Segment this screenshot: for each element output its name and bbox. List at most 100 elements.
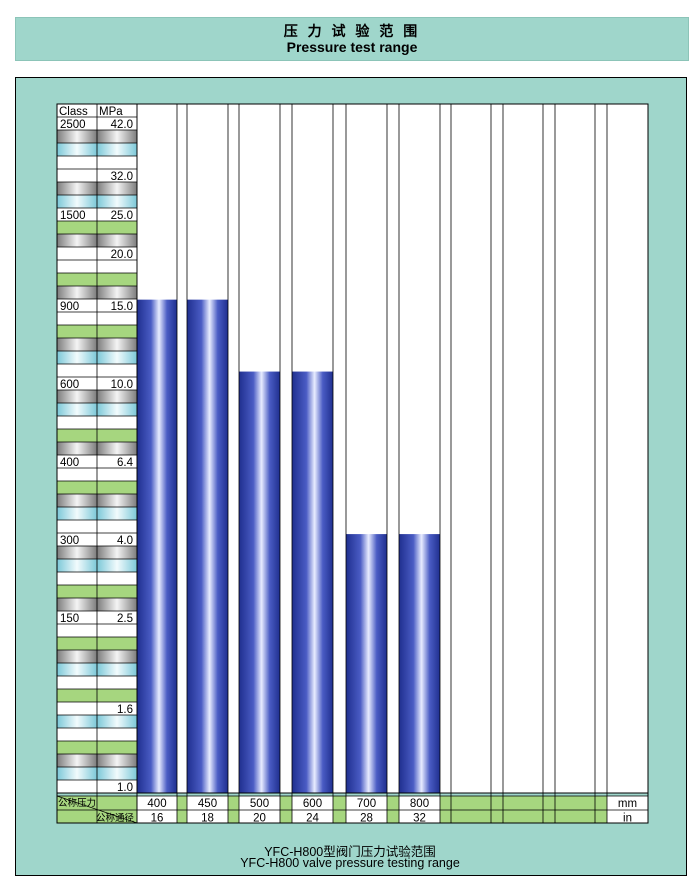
tick-label-in: 18 [201,813,214,825]
title-chinese: 压 力 试 验 范 围 [283,23,421,39]
scale-cell [97,117,137,130]
scale-cell [57,429,97,442]
scale-cell [57,780,97,793]
scale-cell [97,208,137,221]
scale-cell [97,416,137,429]
tick-label-mm: 600 [303,798,322,810]
mm-cell [346,796,387,810]
scale-cell [57,572,97,585]
scale-cell [97,169,137,182]
scale-cell [97,481,137,494]
unit-in: in [623,813,632,825]
scale-cell [57,351,97,364]
scale-cell [97,377,137,390]
scale-cell [57,234,97,247]
in-cell [187,810,228,823]
scale-cell [57,455,97,468]
bar-800 [399,534,440,793]
scale-cell [57,260,97,273]
scale-cell [57,520,97,533]
scale-cell [57,481,97,494]
scale-cell [97,325,137,338]
scale-cell [97,533,137,546]
scale-cell [57,650,97,663]
scale-cell [57,598,97,611]
scale-class-label: 900 [60,301,79,313]
scale-cell [57,312,97,325]
scale-cell [97,156,137,169]
scale-cell [97,429,137,442]
scale-class-label: 400 [60,457,79,469]
scale-class-label: 2500 [60,119,86,131]
scale-cell [57,325,97,338]
scale-cell [97,286,137,299]
scale-cell [97,182,137,195]
scale-cell [97,767,137,780]
scale-cell [97,221,137,234]
in-cell [239,810,280,823]
scale-mpa-label: 10.0 [111,379,133,391]
bar-700 [346,534,387,793]
scale-mpa-label: 42.0 [111,119,133,131]
scale-cell [97,455,137,468]
scale-cell [97,650,137,663]
row-label-diagonal [56,795,138,824]
scale-cell [97,611,137,624]
bar-600 [292,371,333,793]
in-cell [137,810,177,823]
row-label-diameter: 公称通径 [96,812,135,824]
scale-cell [57,286,97,299]
scale-cell [57,702,97,715]
scale-cell [57,195,97,208]
scale-cell [57,585,97,598]
scale-cell [97,234,137,247]
row-label-pressure: 公称压力 [58,797,96,809]
scale-cell [97,624,137,637]
scale-cell [97,130,137,143]
caption-chinese: YFC-H800型阀门压力试验范围 [264,845,436,859]
scale-mpa-label: 1.6 [117,704,133,716]
tick-label-in: 20 [253,813,266,825]
scale-cell [97,507,137,520]
scale-cell [97,585,137,598]
scale-cell [57,182,97,195]
scale-cell [57,117,97,130]
scale-cell [97,338,137,351]
scale-header-mpa: MPa [99,106,123,118]
scale-cell [57,273,97,286]
scale-mpa-label: 25.0 [111,210,133,222]
scale-mpa-label: 2.5 [117,613,133,625]
scale-cell [57,364,97,377]
scale-cell [57,533,97,546]
scale-cell [57,104,97,117]
scale-cell [97,702,137,715]
scale-cell [97,195,137,208]
scale-cell [97,728,137,741]
scale-cell [57,663,97,676]
bar-450 [187,299,228,793]
scale-cell [57,611,97,624]
scale-cell [97,104,137,117]
mm-cell [292,796,333,810]
scale-cell [57,169,97,182]
scale-cell [57,728,97,741]
scale-class-label: 1500 [60,210,86,222]
tick-label-in: 28 [360,813,373,825]
tick-label-mm: 800 [410,798,429,810]
scale-cell [97,390,137,403]
scale-cell [57,559,97,572]
scale-cell [57,754,97,767]
unit-mm: mm [618,798,637,810]
scale-mpa-label: 20.0 [111,249,133,261]
scale-cell [97,520,137,533]
scale-cell [97,403,137,416]
title-banner: 压 力 试 验 范 围 Pressure test range [15,17,689,61]
chart-border [56,103,649,824]
scale-cell [97,741,137,754]
caption-english: YFC-H800 valve pressure testing range [240,856,460,870]
scale-cell [97,598,137,611]
scale-mpa-label: 1.0 [117,782,133,794]
scale-cell [97,299,137,312]
scale-cell [97,689,137,702]
tick-label-mm: 700 [357,798,376,810]
